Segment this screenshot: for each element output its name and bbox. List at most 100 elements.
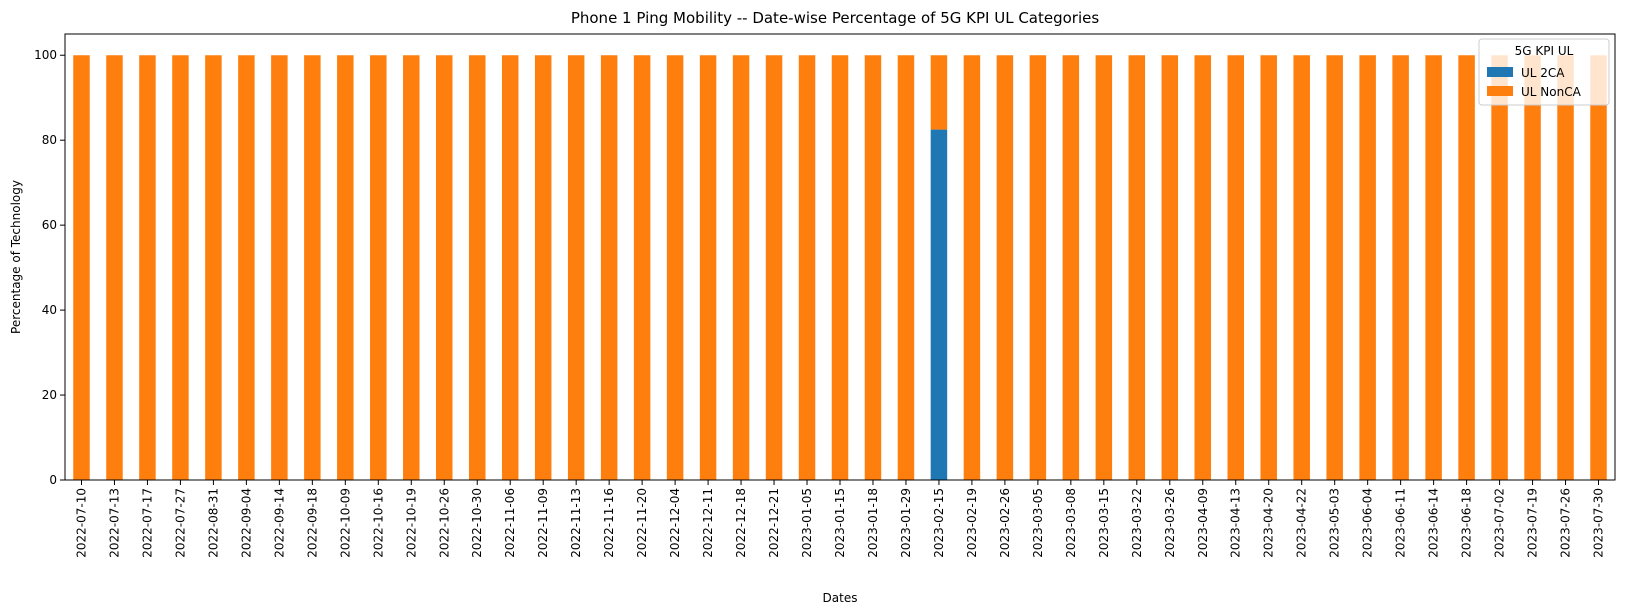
x-tick-label: 2022-08-31 [206, 488, 220, 558]
legend-swatch-ul-nonca [1487, 86, 1513, 96]
bar-ul-nonca-2022-10-09 [337, 55, 354, 481]
x-tick-label: 2023-07-30 [1592, 488, 1606, 558]
bar-ul-nonca-2023-04-13 [1227, 55, 1244, 481]
bar-ul-nonca-2023-05-03 [1326, 55, 1343, 481]
x-tick-label: 2022-11-09 [536, 488, 550, 558]
x-tick-label: 2022-12-04 [668, 488, 682, 558]
x-tick-label: 2022-11-20 [635, 488, 649, 558]
x-tick-label: 2022-09-04 [239, 488, 253, 558]
x-tick-label: 2023-06-18 [1460, 488, 1474, 558]
bar-ul-nonca-2023-02-19 [963, 55, 981, 481]
bar-ul-nonca-2022-11-20 [633, 55, 651, 481]
legend-title: 5G KPI UL [1515, 44, 1574, 58]
bar-ul-nonca-2022-09-18 [304, 55, 321, 481]
legend-label-ul-2ca: UL 2CA [1521, 66, 1565, 80]
x-tick-label: 2023-01-29 [899, 488, 913, 558]
x-tick-label: 2023-02-19 [965, 488, 979, 558]
bar-ul-nonca-2022-10-19 [403, 55, 420, 481]
x-tick-label: 2023-04-22 [1295, 488, 1309, 558]
x-axis: 2022-07-10 2022-07-13 2022-07-17 2022-07-27… [74, 480, 1606, 558]
bar-ul-nonca-2023-07-26 [1557, 55, 1574, 481]
bar-ul-nonca-2023-03-05 [1029, 55, 1047, 481]
bar-ul-nonca-2022-12-11 [699, 55, 717, 481]
bar-ul-nonca-2022-10-16 [370, 55, 387, 481]
y-tick-label: 100 [34, 48, 57, 62]
bar-ul-nonca-2023-01-29 [897, 55, 915, 481]
x-tick-label: 2022-07-13 [107, 488, 121, 558]
x-tick-label: 2023-05-03 [1328, 488, 1342, 558]
bar-ul-nonca-2023-07-02 [1491, 55, 1508, 481]
bar-ul-nonca-2022-12-04 [666, 55, 684, 481]
bar-ul-nonca-2023-07-19 [1524, 55, 1541, 481]
x-tick-label: 2022-07-27 [173, 488, 187, 558]
x-tick-label: 2022-07-10 [74, 488, 88, 558]
x-tick-label: 2023-04-13 [1229, 488, 1243, 558]
bar-ul-nonca-2023-06-14 [1425, 55, 1442, 481]
bar-ul-2ca-2023-02-15 [930, 129, 948, 480]
x-tick-label: 2023-06-11 [1394, 488, 1408, 558]
bar-ul-nonca-2022-07-27 [172, 55, 189, 481]
x-tick-label: 2023-03-15 [1097, 488, 1111, 558]
bar-ul-nonca-2022-08-31 [205, 55, 222, 481]
bar-ul-nonca-2022-09-04 [238, 55, 255, 481]
x-tick-label: 2022-11-13 [569, 488, 583, 558]
x-tick-label: 2023-01-18 [866, 488, 880, 558]
y-axis-label: Percentage of Technology [9, 180, 23, 334]
bar-ul-nonca-2023-04-22 [1293, 55, 1310, 481]
x-tick-label: 2023-03-05 [1031, 488, 1045, 558]
y-tick-label: 40 [42, 303, 57, 317]
x-tick-label: 2022-10-16 [371, 488, 385, 558]
x-tick-label: 2023-01-05 [800, 488, 814, 558]
x-tick-label: 2023-06-14 [1427, 488, 1441, 558]
bar-ul-nonca-2023-06-18 [1458, 55, 1475, 481]
bar-ul-nonca-2022-11-09 [534, 55, 552, 481]
bar-ul-nonca-2023-03-08 [1062, 55, 1080, 481]
x-tick-label: 2023-02-15 [932, 488, 946, 558]
x-tick-label: 2022-12-21 [767, 488, 781, 558]
x-tick-label: 2023-03-26 [1163, 488, 1177, 558]
bar-ul-nonca-2022-10-30 [468, 55, 486, 481]
y-axis: 0 20 40 60 80 100 [34, 48, 65, 487]
bar-ul-nonca-2023-01-18 [864, 55, 882, 481]
x-tick-label: 2022-10-19 [404, 488, 418, 558]
x-tick-label: 2023-04-09 [1196, 488, 1210, 558]
bar-ul-nonca-2023-03-26 [1161, 55, 1179, 481]
x-axis-label: Dates [823, 591, 858, 605]
x-tick-label: 2023-07-02 [1493, 488, 1507, 558]
bar-ul-nonca-2023-02-26 [996, 55, 1014, 481]
bar-ul-nonca-2023-01-05 [798, 55, 816, 481]
plot-frame [64, 33, 1616, 481]
x-tick-label: 2023-01-15 [833, 488, 847, 558]
bar-ul-nonca-2023-04-09 [1194, 55, 1212, 481]
bar-ul-nonca-2023-07-30 [1590, 55, 1607, 481]
bar-ul-nonca-2022-07-10 [73, 55, 90, 481]
y-tick-label: 60 [42, 218, 57, 232]
x-tick-label: 2023-02-26 [998, 488, 1012, 558]
x-tick-label: 2022-07-17 [140, 488, 154, 558]
bar-ul-nonca-2023-04-20 [1260, 55, 1277, 481]
legend: 5G KPI UL UL 2CA UL NonCA [1478, 38, 1610, 106]
y-tick-label: 0 [49, 473, 57, 487]
x-tick-label: 2023-07-19 [1526, 488, 1540, 558]
x-tick-label: 2022-11-16 [602, 488, 616, 558]
chart-title: Phone 1 Ping Mobility -- Date-wise Perce… [571, 9, 1100, 27]
x-tick-label: 2023-03-08 [1064, 488, 1078, 558]
bar-ul-nonca-2023-03-22 [1128, 55, 1146, 481]
x-tick-label: 2023-06-04 [1361, 488, 1375, 558]
x-tick-label: 2022-11-06 [503, 488, 517, 558]
legend-label-ul-nonca: UL NonCA [1521, 85, 1582, 99]
x-tick-label: 2022-09-18 [305, 488, 319, 558]
legend-swatch-ul-2ca [1487, 67, 1513, 77]
x-tick-label: 2023-04-20 [1262, 488, 1276, 558]
bar-ul-nonca-2022-11-13 [567, 55, 585, 481]
bar-ul-nonca-2022-11-16 [600, 55, 618, 481]
y-tick-label: 80 [42, 133, 57, 147]
bar-ul-nonca-2023-06-11 [1392, 55, 1409, 481]
x-tick-label: 2023-03-22 [1130, 488, 1144, 558]
bar-ul-nonca-2022-07-17 [139, 55, 156, 481]
bar-ul-nonca-2023-03-15 [1095, 55, 1113, 481]
x-tick-label: 2022-10-26 [437, 488, 451, 558]
bar-ul-nonca-2022-12-21 [765, 55, 783, 481]
x-tick-label: 2023-07-26 [1559, 488, 1573, 558]
